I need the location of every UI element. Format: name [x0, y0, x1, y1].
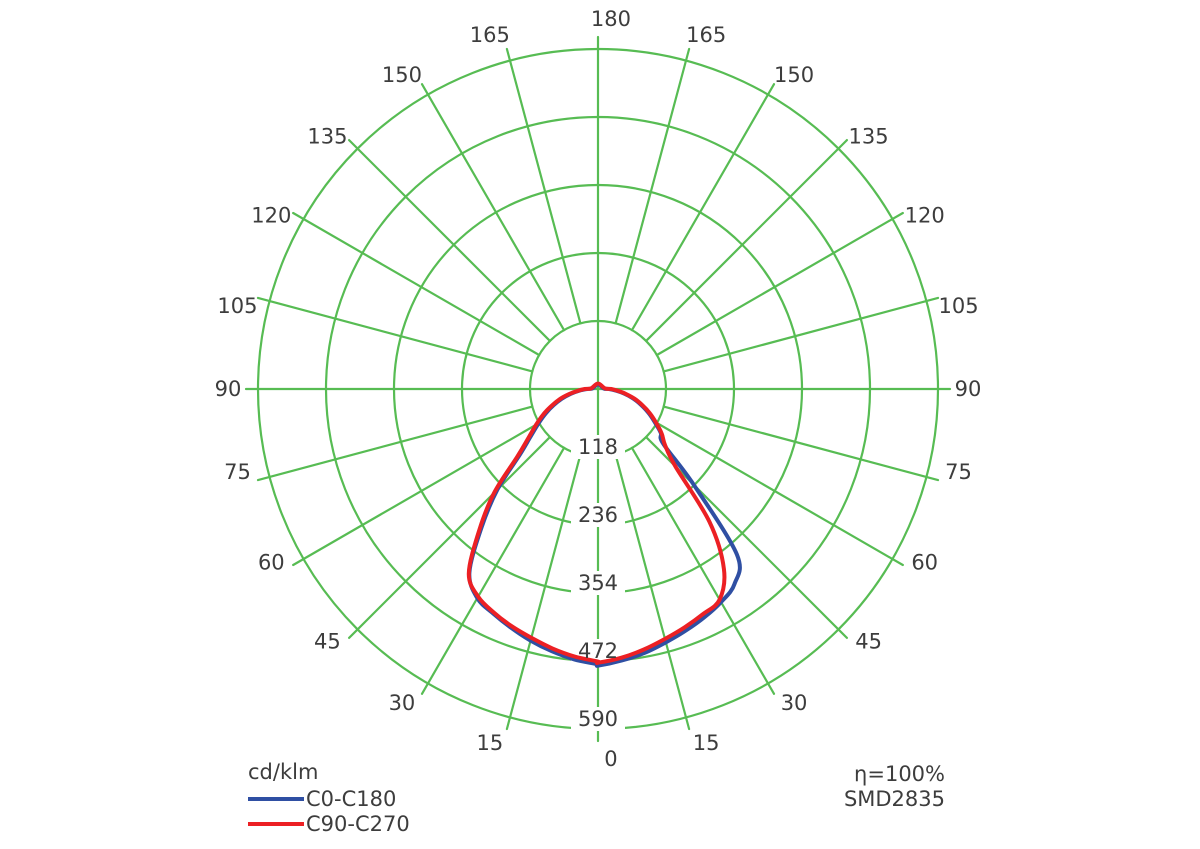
- legend-item-c90-c270: C90-C270: [248, 811, 410, 836]
- grid-spoke: [505, 47, 582, 325]
- angle-label: 75: [945, 460, 972, 484]
- grid-spoke: [420, 446, 566, 695]
- radial-tick-label: 354: [578, 571, 618, 595]
- grid-spoke: [630, 446, 776, 695]
- efficiency-label: η=100%: [854, 762, 945, 786]
- angle-label: 105: [217, 294, 257, 318]
- angle-label: 150: [382, 63, 422, 87]
- angle-label: 15: [476, 731, 503, 755]
- angle-label: 135: [849, 125, 889, 149]
- angle-label: 90: [955, 377, 982, 401]
- legend-label-c0-c180: C0-C180: [306, 786, 397, 811]
- radial-label-bg: [571, 503, 625, 527]
- grid-spoke: [292, 211, 541, 357]
- angle-label: 180: [591, 7, 631, 31]
- grid-spoke: [292, 421, 541, 567]
- grid-spoke: [256, 296, 534, 373]
- angle-label: 165: [686, 23, 726, 47]
- angle-label: 45: [855, 629, 882, 653]
- grid-spoke: [662, 296, 940, 373]
- grid-spoke: [420, 83, 566, 332]
- legend-swatch-c0-c180: [248, 796, 304, 801]
- angle-label: 30: [389, 691, 416, 715]
- angle-labels: 0 15 15 30 30 45 45 60 60 75 75 90 90 105 105 120 120 135…: [215, 7, 982, 771]
- radial-tick-labels: 118 236 354 472 590: [578, 435, 618, 731]
- angle-label: 60: [258, 551, 285, 575]
- angle-label: 15: [693, 731, 720, 755]
- legend-swatch-c90-c270: [248, 821, 304, 826]
- grid-spoke: [614, 453, 691, 731]
- angle-label: 150: [774, 63, 814, 87]
- angle-label: 120: [251, 203, 291, 227]
- angle-label: 135: [307, 125, 347, 149]
- model-label: SMD2835: [843, 787, 945, 811]
- legend: cd/klm C0-C180 C90-C270: [248, 760, 410, 836]
- curve-c90-c270: [466, 381, 727, 665]
- radial-label-bg: [571, 571, 625, 595]
- radial-label-bg: [571, 435, 625, 459]
- angle-label: 120: [905, 203, 945, 227]
- angle-label: 30: [781, 691, 808, 715]
- grid-spoke: [630, 83, 776, 332]
- polar-grid: [244, 35, 952, 743]
- grid-spoke: [614, 47, 691, 325]
- intensity-curves: [466, 381, 742, 668]
- angle-label: 60: [911, 551, 938, 575]
- grid-spoke: [644, 138, 849, 343]
- grid-spoke: [256, 405, 534, 482]
- grid-spoke: [655, 421, 904, 567]
- grid-spoke: [505, 453, 582, 731]
- angle-label: 0: [604, 747, 617, 771]
- grid-spoke: [347, 138, 552, 343]
- info-block: η=100% SMD2835: [825, 762, 945, 812]
- radial-tick-label: 590: [578, 707, 618, 731]
- legend-units-label: cd/klm: [248, 760, 319, 784]
- grid-spoke: [662, 405, 940, 482]
- angle-label: 90: [215, 377, 242, 401]
- grid-spoke: [347, 435, 552, 640]
- angle-label: 165: [470, 23, 510, 47]
- legend-label-c90-c270: C90-C270: [306, 811, 410, 836]
- legend-item-c0-c180: C0-C180: [248, 786, 410, 811]
- grid-spoke: [655, 211, 904, 357]
- radial-tick-label: 236: [578, 503, 618, 527]
- angle-label: 105: [938, 294, 978, 318]
- angle-label: 45: [314, 629, 341, 653]
- angle-label: 75: [224, 460, 251, 484]
- radial-tick-label: 118: [578, 435, 618, 459]
- radial-tick-label: 472: [578, 639, 618, 663]
- radial-label-bg: [571, 707, 625, 731]
